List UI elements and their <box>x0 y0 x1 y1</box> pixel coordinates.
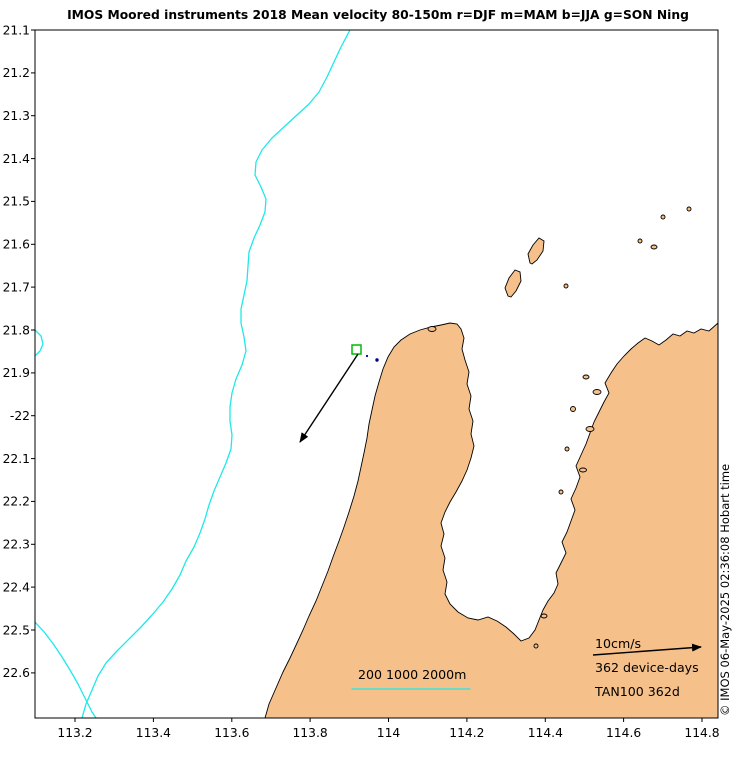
copyright-watermark: © IMOS 06-May-2025 02:36:08 Hobart time <box>718 464 732 716</box>
x-axis-labels: 113.2 113.4 113.6 113.8 114 114.2 114.4 … <box>57 726 719 740</box>
y-tick-label: 22.4 <box>3 580 31 594</box>
axes-box <box>34 29 719 719</box>
y-tick-label: 21.4 <box>3 152 31 166</box>
y-tick-label: 21.1 <box>3 23 30 37</box>
y-tick-label: 22.2 <box>3 495 30 509</box>
islands <box>427 206 692 649</box>
mooring-dots <box>365 354 379 362</box>
bathymetry-contours <box>35 30 351 718</box>
y-tick-label: 21.3 <box>3 109 30 123</box>
x-tick-label: 114.6 <box>606 726 641 740</box>
plot-title: IMOS Moored instruments 2018 Mean veloci… <box>67 8 689 22</box>
legend-device-days: 362 device-days <box>595 660 699 675</box>
y-tick-label: 21.8 <box>3 323 30 337</box>
mooring-marker-square <box>351 344 362 355</box>
y-tick-label: 21.5 <box>3 195 30 209</box>
x-axis-ticks <box>74 718 703 722</box>
legend-station-label: TAN100 362d <box>594 684 680 699</box>
y-tick-label: 21.2 <box>3 66 30 80</box>
x-tick-label: 113.8 <box>292 726 327 740</box>
legend-speed-label: 10cm/s <box>595 636 641 651</box>
x-tick-label: 113.4 <box>136 726 171 740</box>
y-tick-label: 22.5 <box>3 623 30 637</box>
land-polygon <box>264 322 718 718</box>
y-axis-ticks <box>31 29 35 674</box>
x-tick-label: 114.8 <box>684 726 719 740</box>
x-tick-label: 114.4 <box>528 726 563 740</box>
x-tick-label: 113.6 <box>214 726 249 740</box>
contour-scale-label: 200 1000 2000m <box>358 667 466 682</box>
legend-scale-arrow <box>592 643 702 656</box>
velocity-legend: 10cm/s 362 device-days TAN100 362d <box>592 636 702 699</box>
x-tick-label: 114.2 <box>449 726 484 740</box>
y-tick-label: -22 <box>10 409 30 423</box>
x-tick-label: 114 <box>377 726 401 740</box>
y-tick-label: 22.1 <box>3 452 30 466</box>
y-tick-label: 21.6 <box>3 238 31 252</box>
y-tick-label: 21.7 <box>3 280 30 294</box>
y-tick-label: 22.6 <box>3 666 31 680</box>
y-tick-label: 22.3 <box>3 538 30 552</box>
velocity-vector-arrow <box>299 353 359 443</box>
y-tick-label: 21.9 <box>3 366 30 380</box>
y-axis-labels: 21.1 21.2 21.3 21.4 21.5 21.6 21.7 21.8 … <box>3 23 31 680</box>
x-tick-label: 113.2 <box>57 726 92 740</box>
